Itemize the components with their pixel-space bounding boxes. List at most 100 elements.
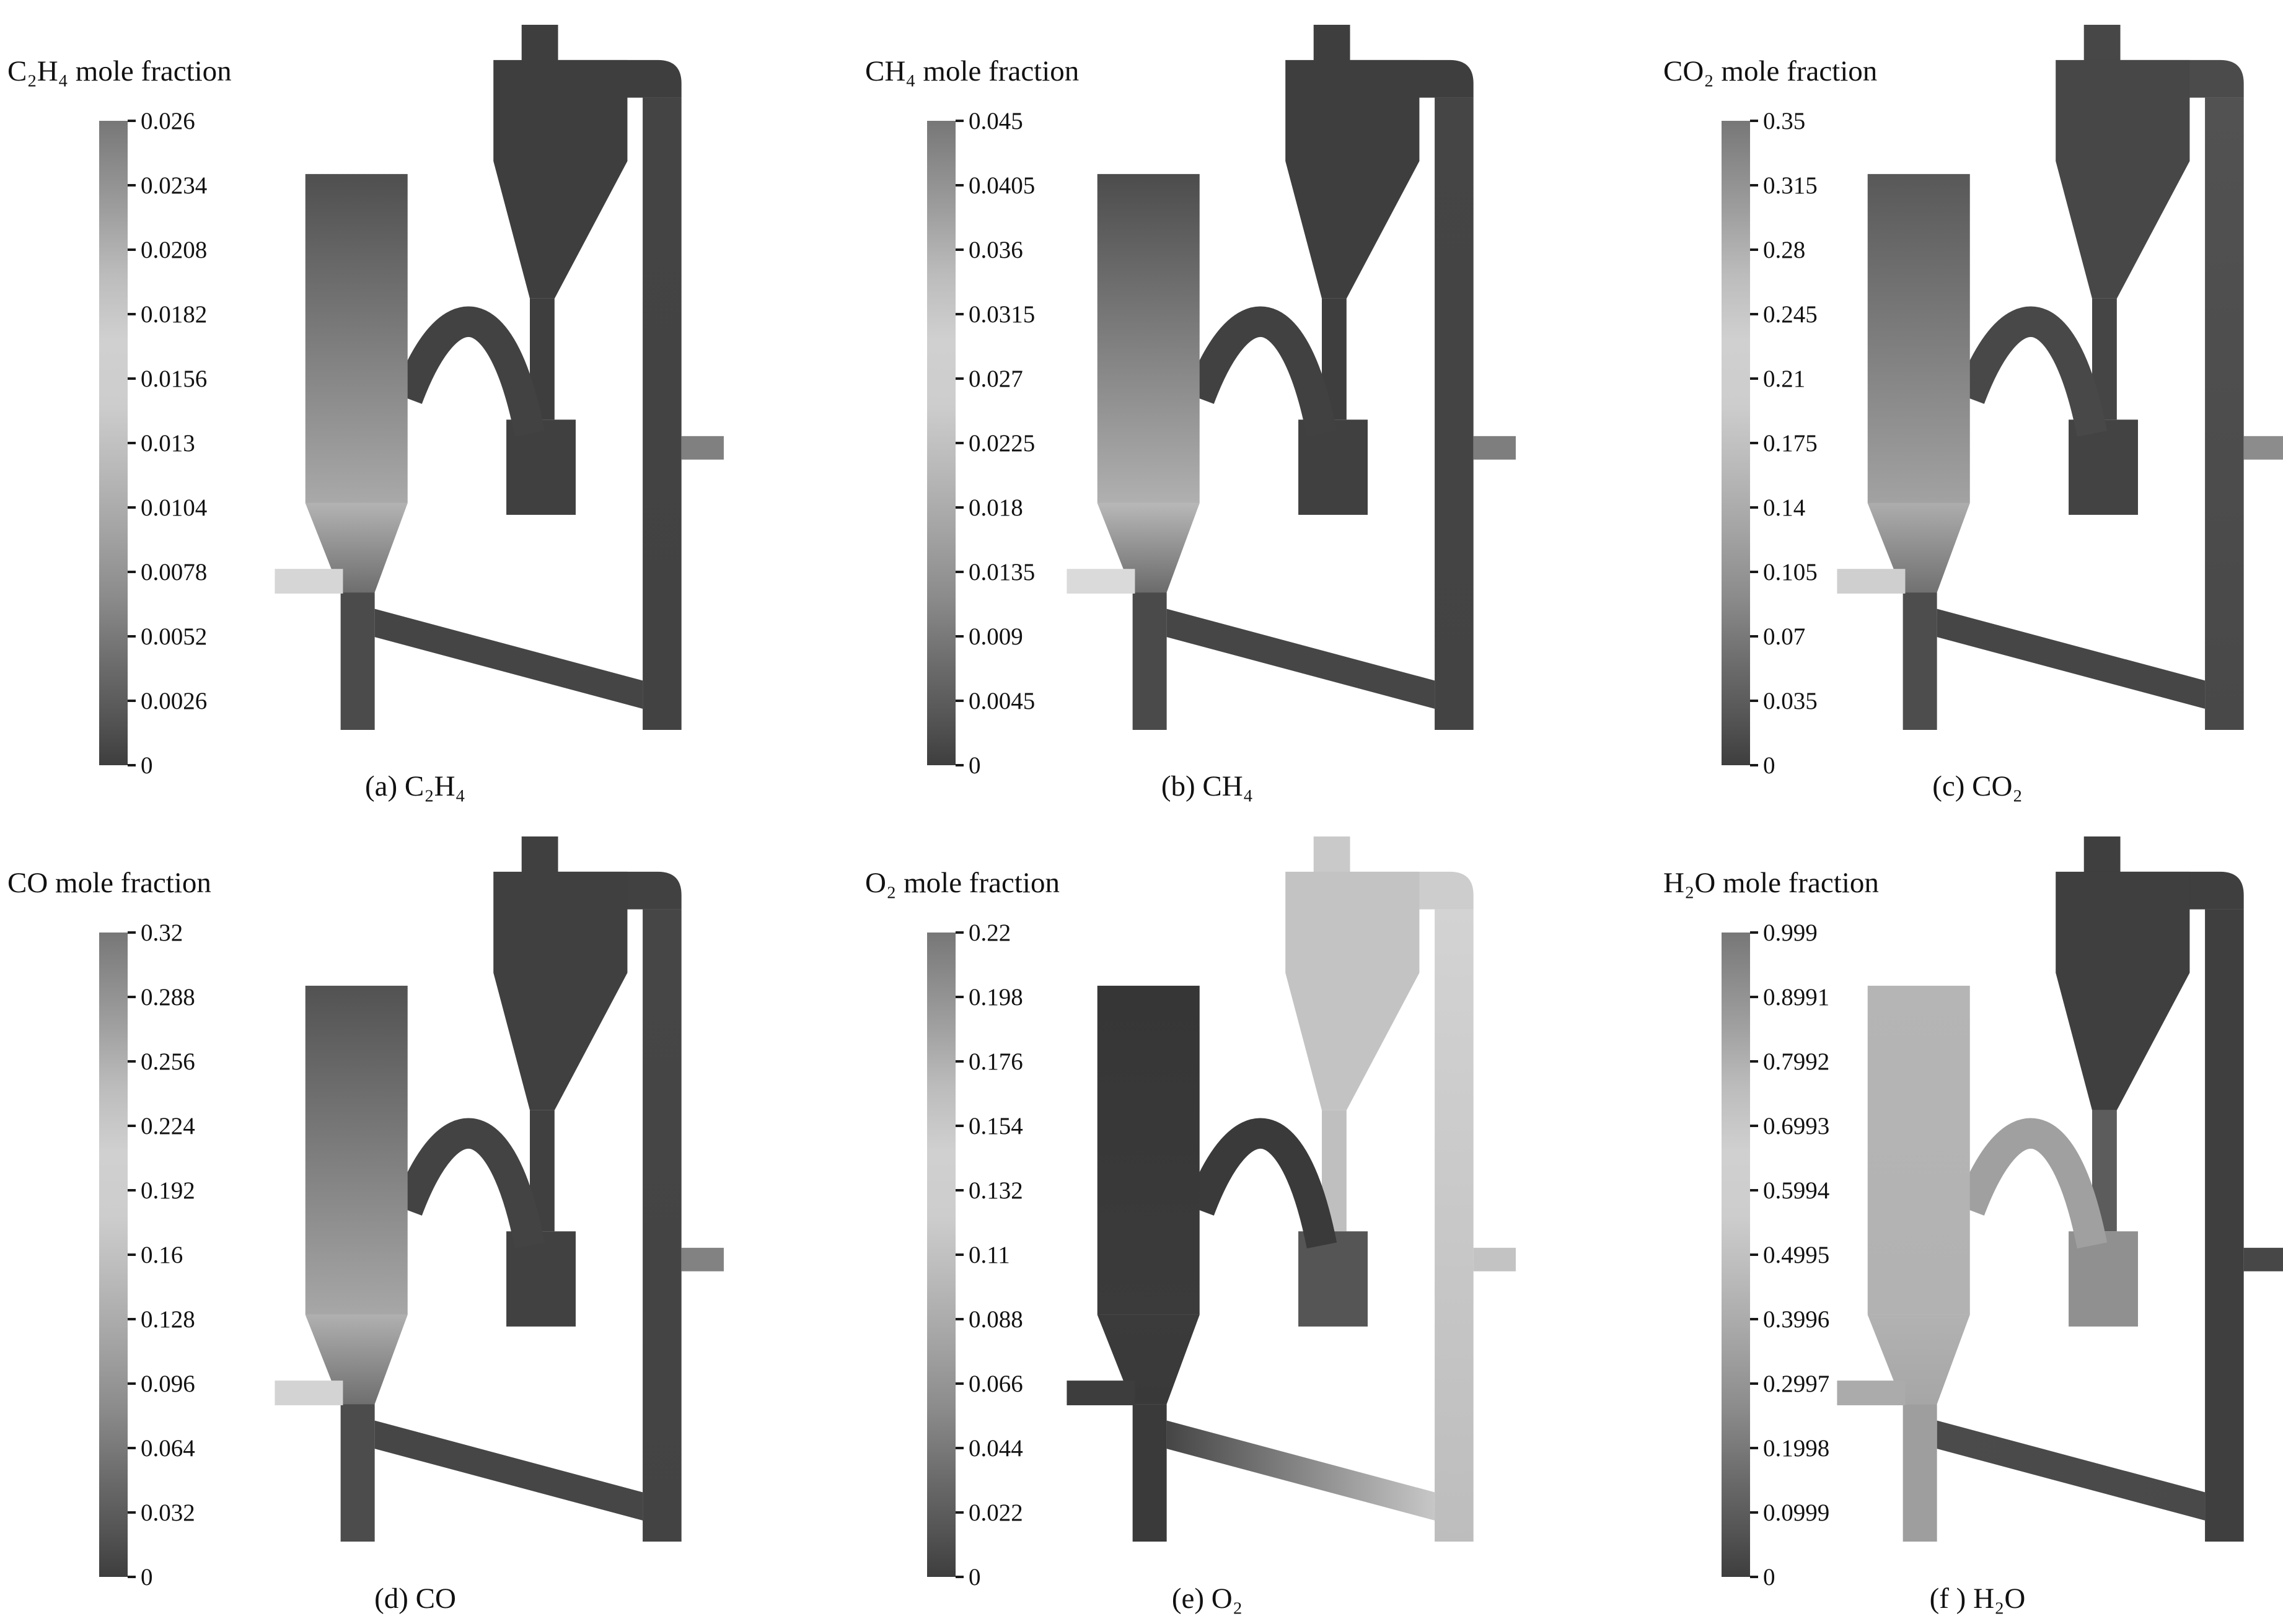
- tick-label: 0.5994: [1763, 1177, 1830, 1204]
- riser-bottom-pipe: [1903, 1404, 1937, 1542]
- colorbar-tick: 0.32: [128, 918, 195, 947]
- cyclone-body: [493, 871, 628, 973]
- colorbar-tick: 0.0225: [956, 429, 1035, 457]
- tick-mark: [956, 1576, 964, 1578]
- feed-inlet-pipe: [275, 1380, 343, 1405]
- tick-label: 0.3996: [1763, 1306, 1830, 1333]
- tick-label: 0.198: [969, 983, 1023, 1011]
- cyclone-cone: [2056, 973, 2190, 1110]
- colorbar-gradient-bar: [1722, 121, 1750, 765]
- panel-caption: (e) O₂: [1171, 1582, 1243, 1615]
- cyclone-body: [1285, 871, 1420, 973]
- colorbar-tick: 0.036: [956, 235, 1035, 264]
- tick-mark: [1750, 1447, 1758, 1449]
- tick-label: 0.066: [969, 1370, 1023, 1397]
- colorbar-tick: 0.21: [1750, 364, 1818, 393]
- tick-mark: [956, 120, 964, 122]
- feed-inlet-pipe: [1067, 1380, 1135, 1405]
- colorbar-tick-list: 0.22 0.198 0.176 0.154 0.132 0.11 0.088 0.066 0.…: [956, 918, 1023, 1591]
- tick-mark: [956, 635, 964, 638]
- colorbar: 0.32 0.288 0.256 0.224 0.192 0.16 0.128 0.096 0.…: [99, 920, 195, 1591]
- tick-label: 0.224: [141, 1112, 195, 1139]
- panel-d: CO mole fraction 0.32 0.288 0.256 0.224 0.19…: [0, 812, 761, 1624]
- cyclone-cone: [2056, 161, 2190, 299]
- colorbar-tick: 0.154: [956, 1112, 1023, 1140]
- colorbar-tick: 0.035: [1750, 687, 1818, 715]
- tick-mark: [128, 700, 136, 702]
- tick-label: 0.128: [141, 1306, 195, 1333]
- cyclone-cone: [1285, 973, 1420, 1110]
- tick-mark: [128, 248, 136, 251]
- cyclone-cone: [493, 161, 628, 299]
- colorbar: 0.35 0.315 0.28 0.245 0.21 0.175 0.14 0.105 0.07…: [1722, 108, 1818, 779]
- colorbar-tick: 0.1998: [1750, 1434, 1829, 1462]
- colorbar-tick: 0.198: [956, 983, 1023, 1011]
- colorbar-tick-list: 0.045 0.0405 0.036 0.0315 0.027 0.0225 0.018 0.…: [956, 107, 1035, 779]
- tick-mark: [1750, 1060, 1758, 1063]
- tick-label: 0: [969, 752, 981, 779]
- tick-mark: [1750, 1125, 1758, 1127]
- tick-label: 0.0208: [141, 236, 208, 263]
- colorbar-tick: 0: [128, 751, 207, 779]
- reactor-contour-plot: [266, 25, 725, 730]
- standpipe: [2205, 97, 2244, 730]
- tick-label: 0.4995: [1763, 1241, 1830, 1268]
- tick-label: 0.154: [969, 1112, 1023, 1139]
- panel-title: C₂H₄ mole fraction: [7, 55, 232, 87]
- colorbar-tick: 0.0182: [128, 300, 207, 328]
- riser-bottom-pipe: [340, 592, 375, 730]
- colorbar-tick: 0.022: [956, 1498, 1023, 1527]
- panel-caption: (a) C₂H₄: [365, 770, 465, 802]
- reactor-geometry: [275, 836, 724, 1542]
- riser-cone: [1097, 1314, 1200, 1405]
- colorbar-gradient-bar: [1722, 933, 1750, 1577]
- standpipe: [643, 97, 682, 730]
- colorbar: 0.999 0.8991 0.7992 0.6993 0.5994 0.4995 0.399…: [1722, 920, 1829, 1591]
- tick-mark: [1750, 313, 1758, 315]
- colorbar-tick: 0.0026: [128, 687, 207, 715]
- colorbar-tick: 0.0315: [956, 300, 1035, 328]
- standpipe: [643, 909, 682, 1542]
- colorbar-gradient-bar: [99, 933, 128, 1577]
- tick-label: 0.0405: [969, 172, 1036, 199]
- tick-mark: [1750, 764, 1758, 766]
- colorbar-tick: 0.176: [956, 1047, 1023, 1076]
- tick-mark: [956, 1253, 964, 1256]
- tick-mark: [128, 764, 136, 766]
- tick-label: 0.11: [969, 1241, 1010, 1268]
- colorbar-tick: 0.044: [956, 1434, 1023, 1462]
- colorbar-tick: 0.0135: [956, 558, 1035, 586]
- colorbar-tick: 0.0104: [128, 493, 207, 522]
- colorbar-gradient-bar: [927, 933, 956, 1577]
- tick-mark: [128, 931, 136, 934]
- colorbar-tick: 0.066: [956, 1369, 1023, 1398]
- reactor-contour-plot: [1829, 836, 2283, 1542]
- side-outlet-pipe: [1473, 436, 1516, 460]
- tick-mark: [956, 1382, 964, 1385]
- tick-mark: [1750, 506, 1758, 509]
- reactor-contour-plot: [1829, 25, 2283, 730]
- panel-c: CO₂ mole fraction 0.35 0.315 0.28 0.245 0.21…: [1522, 0, 2283, 812]
- panel-title: O₂ mole fraction: [865, 867, 1060, 899]
- tick-mark: [128, 1511, 136, 1514]
- side-outlet-pipe: [1473, 1247, 1516, 1271]
- tick-mark: [1750, 996, 1758, 998]
- tick-label: 0.192: [141, 1177, 195, 1204]
- gas-outlet-pipe: [521, 25, 558, 65]
- tick-mark: [956, 1511, 964, 1514]
- tick-mark: [128, 120, 136, 122]
- riser-cone: [1867, 1314, 1970, 1405]
- tick-label: 0.0026: [141, 687, 208, 714]
- colorbar-tick: 0.0999: [1750, 1498, 1829, 1527]
- reactor-contour-plot: [266, 836, 725, 1542]
- tick-label: 0.009: [969, 623, 1023, 650]
- tick-label: 0.0078: [141, 558, 208, 586]
- tick-label: 0.044: [969, 1434, 1023, 1462]
- gas-outlet-pipe: [521, 836, 558, 877]
- colorbar-tick: 0.3996: [1750, 1305, 1829, 1333]
- colorbar-tick: 0.0078: [128, 558, 207, 586]
- tick-label: 0: [1763, 1563, 1775, 1591]
- tick-mark: [128, 506, 136, 509]
- reactor-geometry: [1837, 836, 2283, 1542]
- colorbar-tick-list: 0.999 0.8991 0.7992 0.6993 0.5994 0.4995 0.399…: [1750, 918, 1829, 1591]
